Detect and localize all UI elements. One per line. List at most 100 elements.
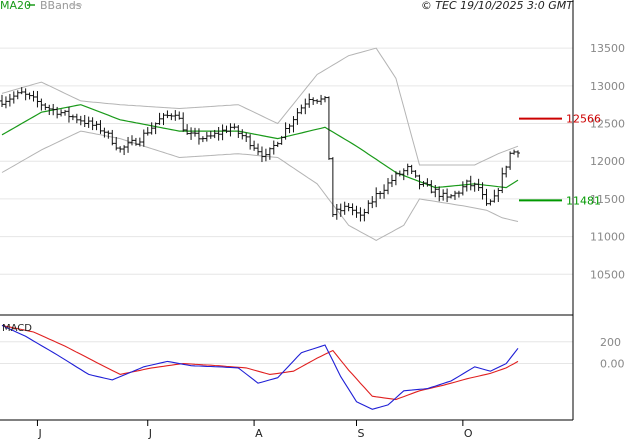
price-bar	[74, 113, 79, 124]
support-level-label: 11481	[566, 194, 601, 207]
price-bar	[326, 96, 331, 160]
price-bar	[39, 98, 44, 111]
price-bar	[389, 174, 394, 188]
price-y-axis-labels: 10500 11000 11500 12000 12500 13000 13500	[590, 42, 625, 281]
price-bar	[456, 190, 461, 198]
price-bar	[181, 112, 186, 132]
price-bar	[508, 151, 513, 170]
price-bar	[82, 114, 87, 128]
price-bar	[47, 104, 52, 116]
price-bar	[488, 199, 493, 206]
price-bar	[445, 188, 450, 203]
price-bar	[19, 87, 24, 95]
x-axis-tick-label: S	[358, 427, 365, 440]
price-bar	[476, 178, 481, 191]
price-bar	[452, 190, 457, 200]
price-bar	[256, 143, 261, 156]
price-bar	[51, 103, 56, 116]
price-bar	[334, 204, 339, 220]
price-bar	[492, 189, 497, 203]
price-bar	[267, 147, 272, 160]
price-bar	[311, 97, 316, 105]
price-bar	[133, 137, 138, 146]
price-bar	[204, 131, 209, 142]
price-bar	[137, 137, 142, 147]
price-y-tick-label: 10500	[590, 268, 625, 281]
price-bar	[169, 113, 174, 121]
price-bar	[196, 128, 201, 145]
price-bar	[449, 194, 454, 199]
price-bar	[86, 116, 91, 128]
price-bar	[0, 94, 4, 107]
price-bar	[177, 111, 182, 120]
price-bar	[409, 164, 414, 174]
price-bar	[161, 113, 166, 126]
price-bar	[149, 122, 154, 135]
price-bar	[35, 91, 40, 108]
price-bar	[189, 127, 194, 140]
price-bar	[185, 124, 190, 135]
price-bar	[145, 127, 150, 136]
x-axis-tick-label: J	[148, 427, 152, 440]
price-bar	[358, 207, 363, 222]
price-bar	[441, 189, 446, 201]
price-y-tick-label: 12500	[590, 118, 625, 131]
price-bar	[338, 203, 343, 217]
price-bar	[283, 122, 288, 140]
price-bar	[200, 136, 205, 143]
price-bar	[228, 123, 233, 137]
x-axis-tick-label: A	[255, 427, 263, 440]
price-bar	[279, 135, 284, 145]
price-bar	[7, 93, 12, 107]
price-bar	[55, 106, 60, 119]
price-bar	[299, 104, 304, 115]
price-bar	[63, 109, 68, 116]
price-bar	[303, 98, 308, 115]
macd-panel: 0.00 200 MACD	[0, 323, 625, 410]
price-bar	[244, 132, 249, 142]
x-axis-tick-label: O	[464, 427, 473, 440]
macd-y-tick-label: 200	[600, 336, 621, 349]
price-y-tick-label: 11000	[590, 231, 625, 244]
price-bar	[460, 181, 465, 196]
copyright-text: © TEC 19/10/2025 3:0 GMT	[421, 0, 574, 12]
price-bar	[224, 125, 229, 134]
bollinger-upper-band	[1, 47, 519, 166]
price-bar	[208, 130, 213, 139]
price-bar	[393, 171, 398, 186]
price-bar	[259, 146, 264, 163]
price-bar	[43, 103, 48, 111]
price-bar	[386, 178, 391, 195]
price-bar	[500, 167, 505, 194]
macd-line	[1, 324, 519, 410]
price-bar	[220, 124, 225, 141]
price-y-tick-label: 13000	[590, 80, 625, 93]
price-bar	[212, 129, 217, 139]
price-bar	[516, 150, 520, 158]
price-bar	[484, 188, 489, 206]
ma20-line	[1, 104, 519, 189]
price-bar	[23, 88, 28, 101]
price-y-tick-label: 11500	[590, 193, 625, 206]
price-bar	[27, 92, 32, 100]
bollinger-lower-band	[1, 130, 519, 241]
price-bar	[129, 135, 134, 146]
price-bar	[287, 123, 292, 134]
price-bar	[263, 148, 268, 162]
price-bar	[362, 208, 367, 222]
price-bar	[232, 123, 237, 130]
price-bar	[126, 136, 131, 153]
price-panel: 10500 11000 11500 12000 12500 13000 13500 1256…	[0, 42, 625, 281]
price-bar	[216, 126, 221, 141]
price-bar	[114, 136, 119, 151]
legend: MA20 BBands	[0, 0, 82, 12]
price-bar	[480, 182, 485, 200]
price-bar	[330, 157, 335, 217]
price-bar	[141, 129, 146, 147]
price-bar	[236, 125, 241, 138]
price-bar	[346, 203, 351, 212]
price-bar	[15, 90, 20, 100]
macd-signal-line	[1, 324, 519, 401]
x-axis-tick-label: J	[37, 427, 41, 440]
